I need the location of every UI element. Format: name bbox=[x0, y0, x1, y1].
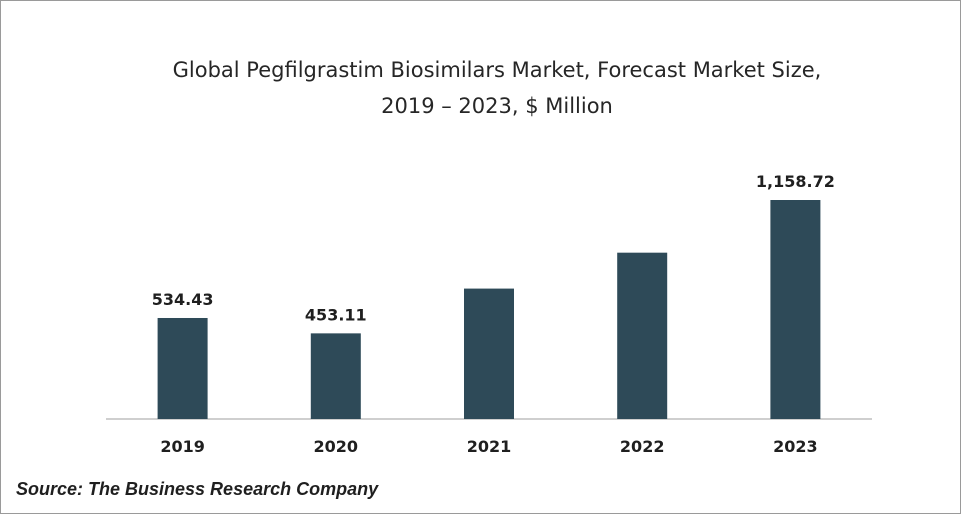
x-tick-label-2020: 2020 bbox=[314, 437, 359, 456]
data-label-2023: 1,158.72 bbox=[756, 172, 835, 191]
x-tick-label-2021: 2021 bbox=[467, 437, 512, 456]
x-tick-label-2023: 2023 bbox=[773, 437, 818, 456]
bar-2021 bbox=[464, 288, 514, 419]
bar-2020 bbox=[310, 333, 361, 419]
chart-title-line-2: 2019 – 2023, $ Million bbox=[381, 94, 613, 118]
bar-2023 bbox=[770, 200, 821, 419]
chart-title: Global Pegfilgrastim Biosimilars Market,… bbox=[0, 52, 961, 124]
bar-2022 bbox=[617, 252, 668, 419]
source-note: Source: The Business Research Company bbox=[16, 479, 379, 499]
data-label-2020: 453.11 bbox=[305, 305, 367, 324]
data-label-2019: 534.43 bbox=[152, 290, 214, 309]
chart-title-line-1: Global Pegfilgrastim Biosimilars Market,… bbox=[172, 58, 822, 82]
bar-2019 bbox=[157, 317, 208, 419]
x-tick-label-2022: 2022 bbox=[620, 437, 665, 456]
x-tick-label-2019: 2019 bbox=[160, 437, 205, 456]
